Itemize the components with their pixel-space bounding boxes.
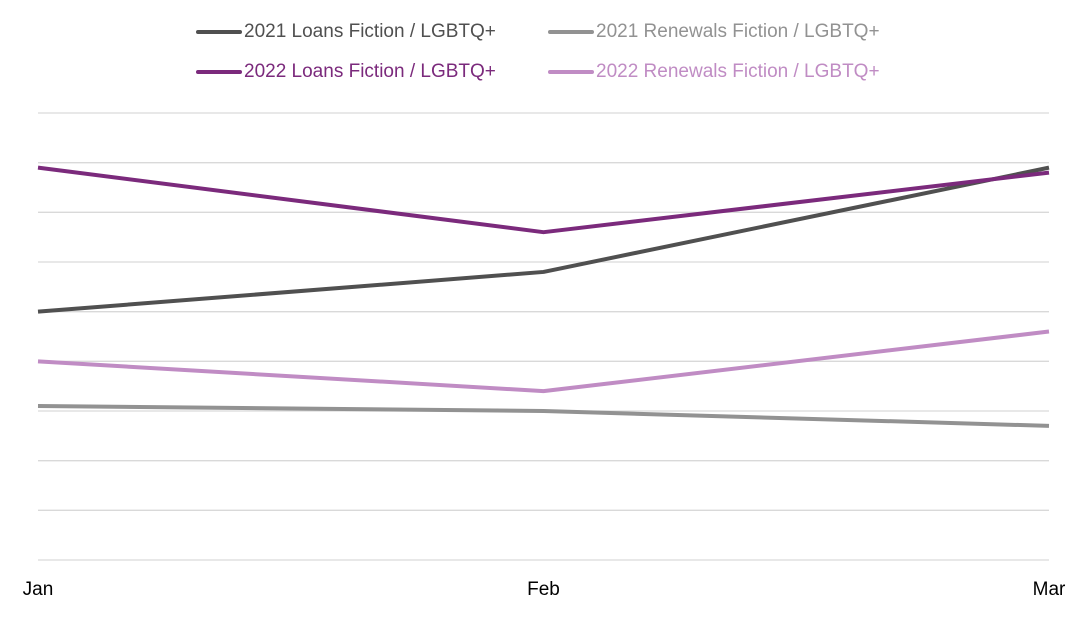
legend-label: 2022 Renewals Fiction / LGBTQ+ bbox=[596, 61, 880, 82]
legend-label: 2021 Renewals Fiction / LGBTQ+ bbox=[596, 21, 880, 42]
x-tick-label: Mar bbox=[1033, 579, 1066, 600]
series-line bbox=[37, 404, 1050, 428]
x-tick-label: Jan bbox=[23, 579, 54, 600]
series-line bbox=[37, 165, 1050, 314]
series-line bbox=[37, 165, 1050, 235]
legend-label: 2022 Loans Fiction / LGBTQ+ bbox=[244, 61, 496, 82]
legend-label: 2021 Loans Fiction / LGBTQ+ bbox=[244, 21, 496, 42]
series-line bbox=[37, 329, 1050, 394]
x-tick-label: Feb bbox=[527, 579, 560, 600]
